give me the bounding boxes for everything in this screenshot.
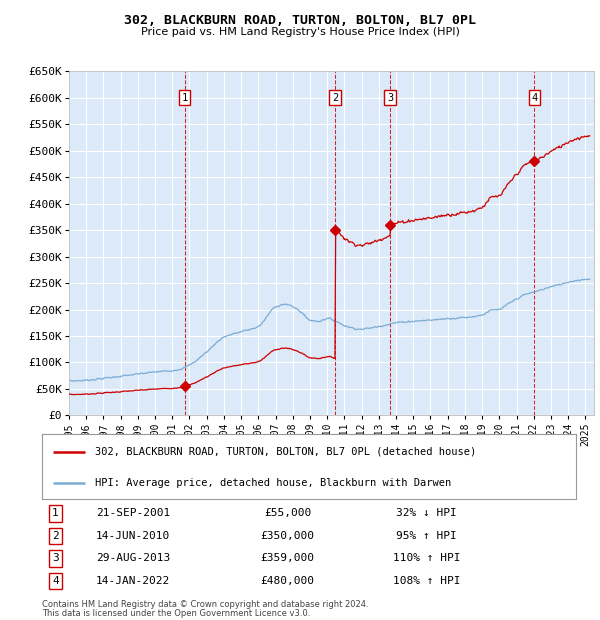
Text: 3: 3 [52,554,59,564]
Text: 95% ↑ HPI: 95% ↑ HPI [396,531,457,541]
Text: 1: 1 [182,93,188,103]
Text: 1: 1 [52,508,59,518]
Text: 14-JAN-2022: 14-JAN-2022 [95,576,170,586]
Text: 2: 2 [332,93,338,103]
Text: 3: 3 [387,93,394,103]
Text: 21-SEP-2001: 21-SEP-2001 [95,508,170,518]
Text: 110% ↑ HPI: 110% ↑ HPI [393,554,460,564]
Text: This data is licensed under the Open Government Licence v3.0.: This data is licensed under the Open Gov… [42,609,310,618]
Text: 14-JUN-2010: 14-JUN-2010 [95,531,170,541]
Text: £350,000: £350,000 [260,531,314,541]
Text: 302, BLACKBURN ROAD, TURTON, BOLTON, BL7 0PL (detached house): 302, BLACKBURN ROAD, TURTON, BOLTON, BL7… [95,446,476,456]
Text: 29-AUG-2013: 29-AUG-2013 [95,554,170,564]
Text: £480,000: £480,000 [260,576,314,586]
Text: £359,000: £359,000 [260,554,314,564]
Text: Contains HM Land Registry data © Crown copyright and database right 2024.: Contains HM Land Registry data © Crown c… [42,600,368,609]
Text: 4: 4 [52,576,59,586]
Text: HPI: Average price, detached house, Blackburn with Darwen: HPI: Average price, detached house, Blac… [95,478,452,488]
Text: £55,000: £55,000 [264,508,311,518]
Text: 302, BLACKBURN ROAD, TURTON, BOLTON, BL7 0PL: 302, BLACKBURN ROAD, TURTON, BOLTON, BL7… [124,14,476,27]
Text: 108% ↑ HPI: 108% ↑ HPI [393,576,460,586]
Text: Price paid vs. HM Land Registry's House Price Index (HPI): Price paid vs. HM Land Registry's House … [140,27,460,37]
Text: 32% ↓ HPI: 32% ↓ HPI [396,508,457,518]
Text: 4: 4 [532,93,538,103]
Text: 2: 2 [52,531,59,541]
